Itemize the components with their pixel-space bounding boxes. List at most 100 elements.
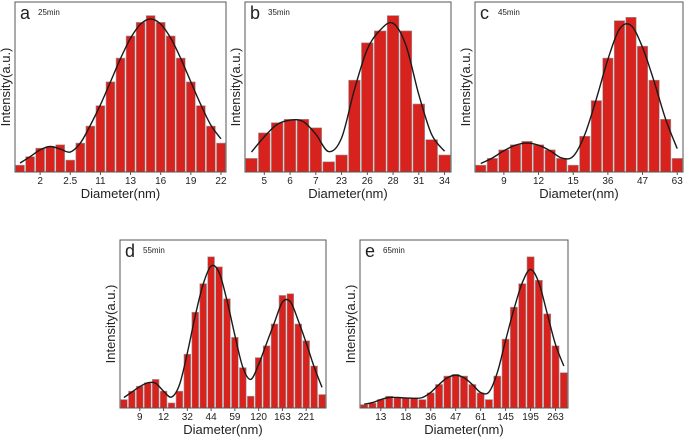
panel-d: 9 12 32 44 59 120 163 221 Diameter(nm) Intensity(… <box>103 239 327 437</box>
panel-c: 9 12 15 36 47 63 Diameter(nm) Intensity(a.u.) c 4… <box>458 1 684 201</box>
bar <box>410 397 418 409</box>
x-tick-label: 26 <box>362 176 374 187</box>
x-tick-label: 5 <box>262 176 268 187</box>
fit-curve <box>19 18 222 164</box>
x-axis-label: Diameter(nm) <box>424 422 503 437</box>
bar <box>435 384 443 409</box>
bar <box>136 385 144 409</box>
bar <box>526 256 535 409</box>
bar <box>155 22 166 173</box>
bar <box>115 57 126 173</box>
bar <box>120 399 128 409</box>
bar <box>196 105 206 173</box>
y-axis-label: Intensity(a.u.) <box>103 285 118 364</box>
x-tick-label: 13 <box>375 412 387 423</box>
bar <box>556 158 568 173</box>
bar <box>199 283 207 409</box>
bar <box>207 256 215 409</box>
plot-frame <box>119 239 327 409</box>
y-axis-label: Intensity(a.u.) <box>0 48 13 127</box>
x-tick-label: 36 <box>425 412 437 423</box>
x-axis-label: Diameter(nm) <box>183 422 262 437</box>
time-annotation: 55min <box>143 246 165 255</box>
bar <box>318 394 326 409</box>
bar <box>418 399 427 409</box>
x-tick-label: 145 <box>497 412 514 423</box>
bar <box>393 397 402 409</box>
fit-curve <box>480 23 678 165</box>
bar <box>399 30 413 173</box>
bar <box>475 164 487 173</box>
y-axis-label: Intensity(a.u.) <box>228 48 243 127</box>
bar <box>271 122 284 173</box>
bar <box>294 323 302 409</box>
bar <box>15 164 25 173</box>
x-tick-label: 16 <box>155 176 167 187</box>
x-tick-label: 31 <box>413 176 425 187</box>
bar <box>45 146 55 173</box>
bar <box>296 119 310 173</box>
bar <box>451 374 460 409</box>
bar <box>335 154 348 173</box>
bar <box>476 392 485 409</box>
bar <box>167 402 176 409</box>
bar <box>176 57 186 173</box>
bar <box>348 79 361 173</box>
panel-letter: d <box>125 241 135 261</box>
panel-e: 13 18 36 47 61 145 195 263 Diameter(nm) Intensity… <box>343 239 569 437</box>
x-tick-label: 44 <box>206 412 218 423</box>
bar <box>443 375 452 409</box>
x-tick-label: 263 <box>547 412 564 423</box>
bar <box>567 164 579 173</box>
bar <box>671 158 683 173</box>
x-tick-label: 15 <box>568 176 580 187</box>
bar <box>401 397 410 409</box>
bar <box>286 293 295 409</box>
panel-letter: c <box>480 3 489 23</box>
x-tick-label: 28 <box>388 176 400 187</box>
x-tick-label: 47 <box>637 176 649 187</box>
bar <box>125 35 136 173</box>
bar <box>175 390 184 409</box>
bar <box>438 154 451 173</box>
bar <box>283 119 297 173</box>
bar <box>65 159 75 173</box>
bar <box>535 280 543 409</box>
fit-curve <box>123 264 323 399</box>
y-axis-label: Intensity(a.u.) <box>343 285 358 364</box>
x-tick-label: 120 <box>250 412 267 423</box>
bar <box>186 81 196 173</box>
bar <box>412 103 425 173</box>
bar <box>166 35 176 173</box>
x-tick-label: 18 <box>400 412 412 423</box>
x-tick-label: 2 <box>37 176 43 187</box>
bar <box>386 15 400 173</box>
bar <box>637 45 649 173</box>
bar <box>543 313 552 409</box>
bar <box>533 144 545 173</box>
x-tick-label: 36 <box>602 176 614 187</box>
x-tick-label: 7 <box>313 176 319 187</box>
bar <box>510 306 518 409</box>
bar <box>521 141 533 173</box>
bar <box>625 16 637 173</box>
bar <box>425 139 438 173</box>
bar <box>551 345 560 409</box>
time-annotation: 65min <box>383 246 405 255</box>
x-tick-label: 2.5 <box>63 176 77 187</box>
bar <box>509 144 521 173</box>
time-annotation: 25min <box>38 8 60 17</box>
bar <box>485 399 493 409</box>
bar <box>145 15 156 173</box>
bar <box>206 125 216 173</box>
x-tick-label: 6 <box>287 176 293 187</box>
panel-letter: b <box>250 3 260 23</box>
bar <box>85 125 96 173</box>
x-tick-label: 12 <box>533 176 545 187</box>
panel-letter: a <box>20 3 31 23</box>
bar <box>216 142 226 173</box>
x-axis-label: Diameter(nm) <box>81 186 160 201</box>
bar <box>374 30 387 173</box>
fit-curve <box>250 21 446 153</box>
bar <box>105 81 116 173</box>
